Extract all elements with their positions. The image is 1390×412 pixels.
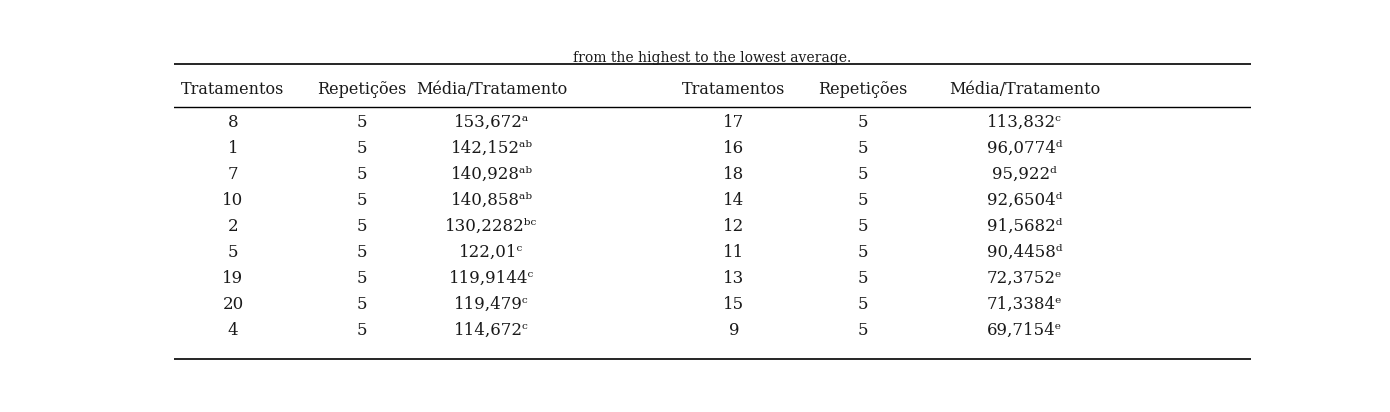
- Text: 91,5682ᵈ: 91,5682ᵈ: [987, 218, 1062, 235]
- Text: 90,4458ᵈ: 90,4458ᵈ: [987, 244, 1062, 261]
- Text: 17: 17: [723, 114, 745, 131]
- Text: 122,01ᶜ: 122,01ᶜ: [460, 244, 524, 261]
- Text: 16: 16: [723, 140, 745, 157]
- Text: 5: 5: [858, 140, 869, 157]
- Text: 119,479ᶜ: 119,479ᶜ: [455, 296, 528, 313]
- Text: 5: 5: [858, 296, 869, 313]
- Text: 92,6504ᵈ: 92,6504ᵈ: [987, 192, 1062, 209]
- Text: 5: 5: [357, 218, 367, 235]
- Text: 153,672ᵃ: 153,672ᵃ: [455, 114, 530, 131]
- Text: 5: 5: [357, 114, 367, 131]
- Text: 114,672ᶜ: 114,672ᶜ: [455, 322, 530, 339]
- Text: 8: 8: [228, 114, 238, 131]
- Text: Tratamentos: Tratamentos: [181, 81, 285, 98]
- Text: Média/Tratamento: Média/Tratamento: [416, 81, 567, 98]
- Text: 5: 5: [858, 322, 869, 339]
- Text: 5: 5: [228, 244, 238, 261]
- Text: 9: 9: [728, 322, 739, 339]
- Text: Repetições: Repetições: [819, 81, 908, 98]
- Text: 119,9144ᶜ: 119,9144ᶜ: [449, 270, 534, 287]
- Text: 5: 5: [858, 114, 869, 131]
- Text: Média/Tratamento: Média/Tratamento: [949, 81, 1101, 98]
- Text: 142,152ᵃᵇ: 142,152ᵃᵇ: [450, 140, 532, 157]
- Text: 5: 5: [357, 192, 367, 209]
- Text: 5: 5: [357, 140, 367, 157]
- Text: 5: 5: [357, 166, 367, 183]
- Text: 14: 14: [723, 192, 745, 209]
- Text: 1: 1: [228, 140, 238, 157]
- Text: 113,832ᶜ: 113,832ᶜ: [987, 114, 1062, 131]
- Text: 5: 5: [858, 270, 869, 287]
- Text: 20: 20: [222, 296, 243, 313]
- Text: 13: 13: [723, 270, 745, 287]
- Text: 5: 5: [357, 244, 367, 261]
- Text: 4: 4: [228, 322, 238, 339]
- Text: 19: 19: [222, 270, 243, 287]
- Text: 5: 5: [357, 296, 367, 313]
- Text: 7: 7: [228, 166, 238, 183]
- Text: 11: 11: [723, 244, 745, 261]
- Text: 15: 15: [723, 296, 745, 313]
- Text: 72,3752ᵉ: 72,3752ᵉ: [987, 270, 1062, 287]
- Text: 5: 5: [858, 192, 869, 209]
- Text: 130,2282ᵇᶜ: 130,2282ᵇᶜ: [445, 218, 538, 235]
- Text: Repetições: Repetições: [317, 81, 407, 98]
- Text: 10: 10: [222, 192, 243, 209]
- Text: 140,928ᵃᵇ: 140,928ᵃᵇ: [450, 166, 532, 183]
- Text: 5: 5: [357, 270, 367, 287]
- Text: 5: 5: [858, 244, 869, 261]
- Text: 96,0774ᵈ: 96,0774ᵈ: [987, 140, 1062, 157]
- Text: Tratamentos: Tratamentos: [682, 81, 785, 98]
- Text: from the highest to the lowest average.: from the highest to the lowest average.: [573, 51, 852, 65]
- Text: 140,858ᵃᵇ: 140,858ᵃᵇ: [450, 192, 532, 209]
- Text: 12: 12: [723, 218, 745, 235]
- Text: 18: 18: [723, 166, 745, 183]
- Text: 5: 5: [357, 322, 367, 339]
- Text: 5: 5: [858, 166, 869, 183]
- Text: 69,7154ᵉ: 69,7154ᵉ: [987, 322, 1062, 339]
- Text: 71,3384ᵉ: 71,3384ᵉ: [987, 296, 1062, 313]
- Text: 5: 5: [858, 218, 869, 235]
- Text: 2: 2: [228, 218, 238, 235]
- Text: 95,922ᵈ: 95,922ᵈ: [992, 166, 1058, 183]
